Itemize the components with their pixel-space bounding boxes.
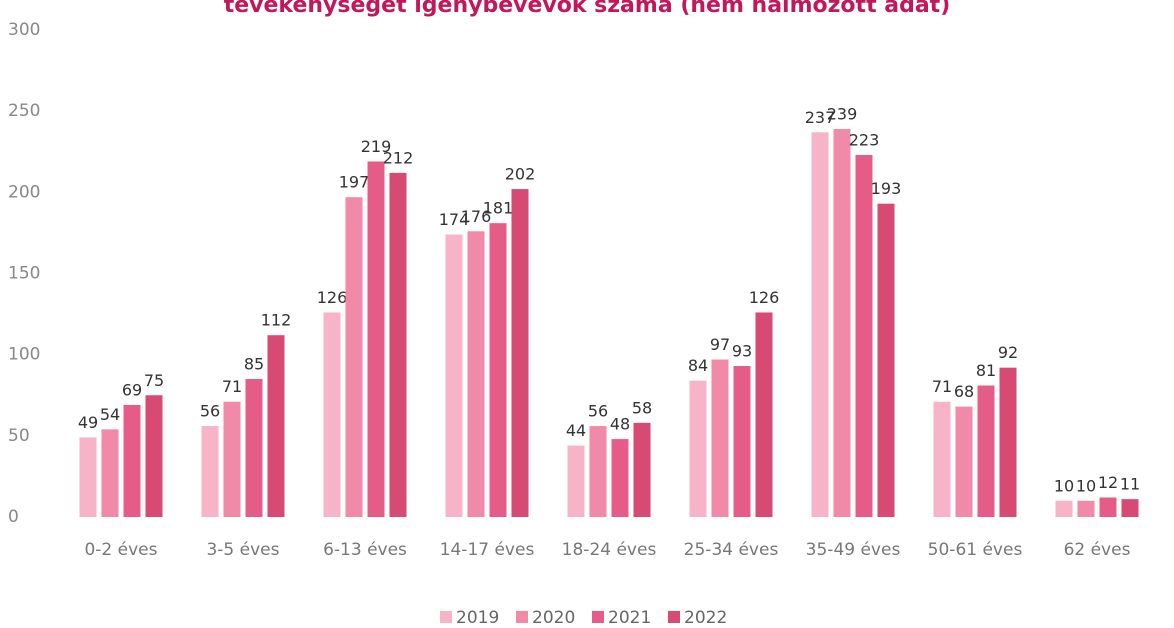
bar <box>933 401 951 517</box>
data-label: 237 <box>805 108 836 127</box>
data-label: 84 <box>688 356 708 375</box>
legend-label: 2019 <box>456 608 499 628</box>
bar <box>833 129 851 518</box>
y-tick-label: 300 <box>8 20 40 40</box>
data-label: 58 <box>632 398 652 417</box>
data-label: 75 <box>144 371 164 390</box>
data-label: 126 <box>317 288 348 307</box>
data-label: 197 <box>339 173 370 192</box>
bar <box>855 154 873 517</box>
data-label: 48 <box>610 415 630 434</box>
bar <box>955 406 973 517</box>
y-tick-label: 150 <box>8 264 40 284</box>
bar <box>79 437 97 517</box>
data-label: 126 <box>749 288 780 307</box>
bar <box>267 335 285 517</box>
bar <box>1099 497 1117 517</box>
data-label: 71 <box>932 377 952 396</box>
data-label: 44 <box>566 421 586 440</box>
data-label: 92 <box>998 343 1018 362</box>
data-label: 212 <box>383 148 414 167</box>
bar <box>567 445 585 517</box>
bar <box>999 367 1017 517</box>
bar <box>323 312 341 517</box>
chart-title: tevékenységet igénybevevők száma (nem ha… <box>224 0 951 18</box>
bar <box>123 404 141 517</box>
y-tick-label: 50 <box>8 426 30 446</box>
x-tick-label: 35-49 éves <box>806 540 901 560</box>
legend-swatch <box>440 611 452 623</box>
data-label: 56 <box>588 402 608 421</box>
data-label: 181 <box>483 199 514 218</box>
x-tick-label: 3-5 éves <box>206 540 279 560</box>
bar <box>489 223 507 517</box>
bar <box>633 422 651 517</box>
x-tick-label: 0-2 éves <box>84 540 157 560</box>
bar <box>611 439 629 517</box>
data-label: 71 <box>222 377 242 396</box>
bar <box>877 203 895 518</box>
bar <box>145 395 163 517</box>
bar <box>223 401 241 517</box>
bar <box>1121 499 1139 517</box>
bar <box>1055 500 1073 517</box>
x-tick-label: 25-34 éves <box>684 540 779 560</box>
y-tick-label: 0 <box>8 507 19 527</box>
x-tick-label: 6-13 éves <box>323 540 407 560</box>
bar <box>589 426 607 517</box>
data-label: 219 <box>361 137 392 156</box>
bar <box>733 366 751 517</box>
x-tick-label: 18-24 éves <box>562 540 657 560</box>
data-label: 174 <box>439 210 470 229</box>
bar <box>345 197 363 517</box>
data-label: 81 <box>976 361 996 380</box>
data-label: 56 <box>200 402 220 421</box>
bar <box>511 189 529 517</box>
bar <box>245 379 263 517</box>
bar <box>367 161 385 518</box>
data-label: 12 <box>1098 473 1118 492</box>
data-label: 11 <box>1120 475 1140 494</box>
data-label: 193 <box>871 179 902 198</box>
data-label: 68 <box>954 382 974 401</box>
y-tick-label: 100 <box>8 345 40 365</box>
bar <box>467 231 485 517</box>
x-tick-label: 62 éves <box>1064 540 1131 560</box>
data-label: 69 <box>122 380 142 399</box>
data-label: 85 <box>244 355 264 374</box>
bar <box>689 380 707 517</box>
bar <box>201 426 219 517</box>
bar <box>389 172 407 517</box>
x-tick-label: 50-61 éves <box>928 540 1023 560</box>
y-tick-label: 200 <box>8 182 40 202</box>
bar <box>977 385 995 517</box>
bar <box>101 429 119 517</box>
x-tick-label: 14-17 éves <box>440 540 535 560</box>
legend-swatch <box>668 611 680 623</box>
legend-swatch <box>592 611 604 623</box>
bar <box>1077 500 1095 517</box>
bar <box>711 359 729 517</box>
data-label: 176 <box>461 207 492 226</box>
data-label: 223 <box>849 130 880 149</box>
data-label: 112 <box>261 311 292 330</box>
y-tick-label: 250 <box>8 101 40 121</box>
data-label: 10 <box>1076 476 1096 495</box>
data-label: 202 <box>505 165 536 184</box>
data-label: 93 <box>732 342 752 361</box>
legend-swatch <box>516 611 528 623</box>
bar <box>445 234 463 518</box>
legend-label: 2020 <box>532 608 575 628</box>
data-label: 54 <box>100 405 120 424</box>
data-label: 49 <box>78 413 98 432</box>
legend-label: 2022 <box>684 608 727 628</box>
data-label: 97 <box>710 335 730 354</box>
bar <box>755 312 773 517</box>
legend-label: 2021 <box>608 608 651 628</box>
data-label: 239 <box>827 105 858 124</box>
bar <box>811 132 829 517</box>
data-label: 10 <box>1054 476 1074 495</box>
